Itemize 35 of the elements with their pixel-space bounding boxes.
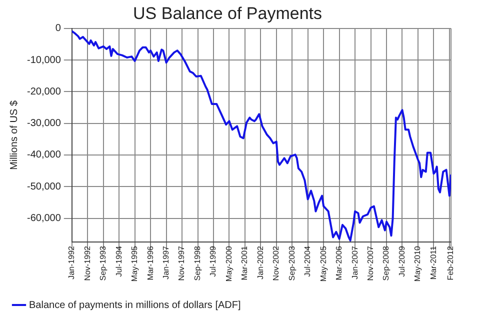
y-tick-label: -20,000 bbox=[26, 86, 62, 98]
x-tick-label: Mar-2001 bbox=[240, 245, 250, 280]
x-tick-label: Sep-2003 bbox=[287, 245, 296, 281]
x-tick-label: Mar-2006 bbox=[334, 245, 344, 280]
y-tick-label: 0 bbox=[55, 23, 62, 34]
x-tick-label: May-1995 bbox=[130, 245, 140, 282]
x-tick-label: Mar-1996 bbox=[146, 245, 155, 280]
y-tick-label: -50,000 bbox=[26, 181, 62, 192]
x-tick-label: Feb-2012 bbox=[446, 245, 456, 280]
y-tick-label: -30,000 bbox=[26, 118, 62, 130]
chart-title: US Balance of Payments bbox=[133, 4, 322, 23]
x-tick-label: Jan-1992 bbox=[67, 245, 76, 280]
x-tick-label: Jan-1997 bbox=[161, 245, 170, 280]
x-tick-label: May-2000 bbox=[224, 245, 234, 282]
x-tick-label: Nov-1997 bbox=[177, 245, 186, 281]
x-tick-label: Sep-2008 bbox=[382, 245, 391, 281]
legend-label: Balance of payments in millions of dollars [ADF] bbox=[29, 300, 241, 311]
x-tick-label: Nov-2007 bbox=[366, 245, 375, 281]
x-tick-label: May-2010 bbox=[413, 245, 422, 282]
x-tick-label: Jan-2007 bbox=[350, 245, 360, 280]
x-tick-label: Sep-1993 bbox=[98, 245, 108, 281]
x-tick-label: Nov-1992 bbox=[82, 245, 92, 281]
x-tick-label: Jul-1994 bbox=[114, 245, 124, 277]
x-tick-label: Sep-1998 bbox=[192, 245, 202, 281]
y-axis-title: Millions of US $ bbox=[8, 100, 20, 170]
x-tick-label: Jul-2004 bbox=[303, 245, 312, 277]
x-tick-label: Jul-2009 bbox=[397, 245, 406, 277]
x-tick-label: Nov-2002 bbox=[272, 245, 281, 281]
y-tick-label: -10,000 bbox=[26, 54, 62, 66]
x-tick-label: May-2005 bbox=[318, 245, 328, 282]
x-tick-label: Jul-1999 bbox=[208, 245, 218, 277]
y-tick-label: -40,000 bbox=[26, 150, 62, 161]
x-tick-label: Jan-2002 bbox=[256, 245, 265, 280]
x-tick-label: Mar-2011 bbox=[428, 245, 438, 280]
y-tick-label: -60,000 bbox=[26, 213, 62, 224]
